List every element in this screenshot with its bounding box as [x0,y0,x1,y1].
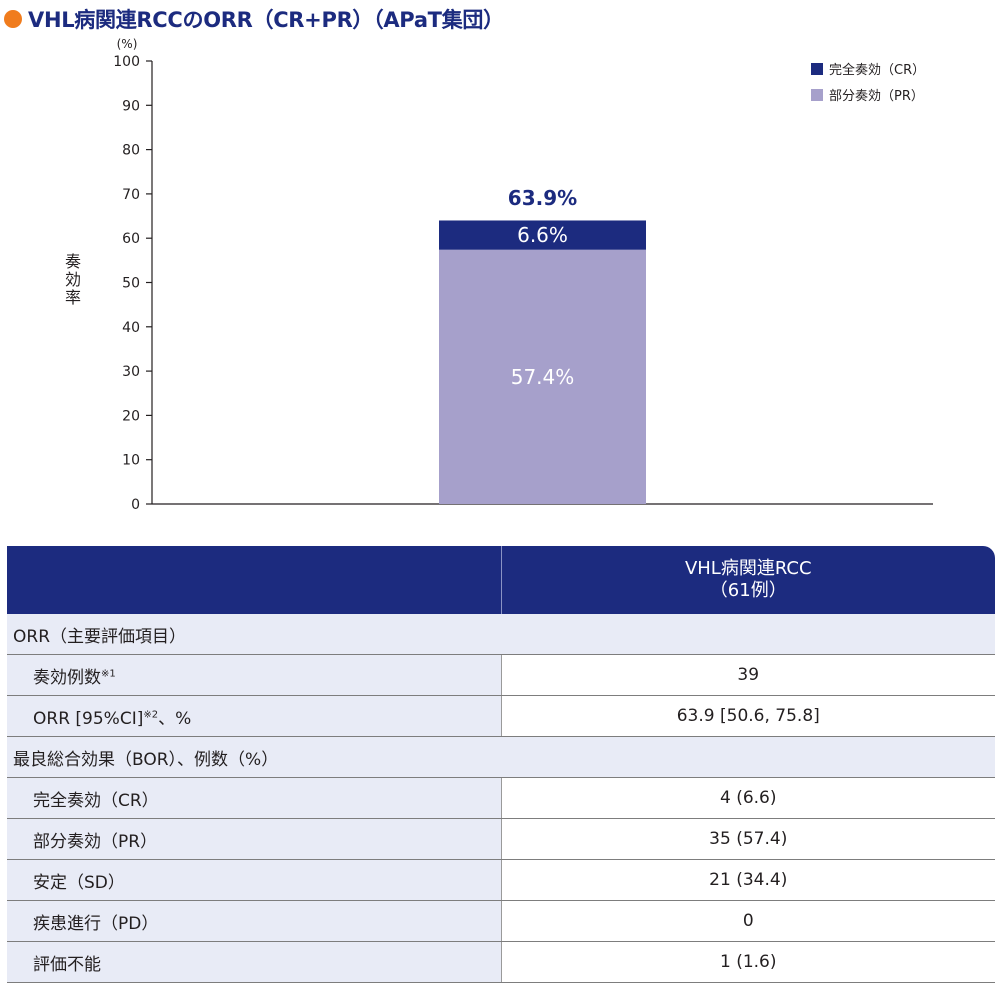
header-line2: （61例） [709,580,787,601]
row-value-responders: 39 [501,654,995,696]
table-row: 奏効例数※1 39 [7,654,995,696]
row-label-text: 奏効例数 [33,667,101,688]
y-tick-label: 100 [113,54,140,70]
chart-title-row: VHL病関連RCCのORR（CR+PR）（APaT集団） [4,4,504,34]
section-label-orr: ORR（主要評価項目） [7,614,995,655]
row-label-suffix: 、% [158,708,192,729]
section-label-bor: 最良総合効果（BOR）、例数（%） [7,736,995,778]
row-label-ne: 評価不能 [7,941,502,983]
row-label-orr-ci: ORR [95%CI]※2、% [7,695,502,737]
table-header-row: VHL病関連RCC （61例） [7,546,995,614]
y-axis-title-char: 効 [65,270,81,289]
table-header-empty [7,546,502,614]
header-line1: VHL病関連RCC [684,558,812,579]
row-label-sd: 安定（SD） [7,859,502,901]
legend-swatch [811,63,823,75]
title-bullet-icon [4,10,22,28]
row-value-pr: 35 (57.4) [501,818,995,860]
legend-label: 部分奏効（PR） [829,89,924,104]
results-table-wrap: VHL病関連RCC （61例） ORR（主要評価項目） 奏効例数※1 39 OR… [7,546,995,983]
y-axis-title-char: 率 [65,288,81,307]
table-row: 評価不能 1 (1.6) [7,941,995,983]
y-tick-label: 40 [122,320,140,336]
y-tick-label: 20 [122,408,140,424]
bar-segment [439,220,646,250]
footnote-mark: ※1 [101,667,116,679]
row-value-cr: 4 (6.6) [501,777,995,819]
y-tick-label: 60 [122,231,140,247]
results-table: VHL病関連RCC （61例） ORR（主要評価項目） 奏効例数※1 39 OR… [7,546,995,983]
row-value-orr-ci: 63.9 [50.6, 75.8] [501,695,995,737]
row-value-pd: 0 [501,900,995,942]
row-label-pd: 疾患進行（PD） [7,900,502,942]
row-value-ne: 1 (1.6) [501,941,995,983]
row-value-sd: 21 (34.4) [501,859,995,901]
y-tick-label: 90 [122,98,140,114]
y-tick-label: 0 [131,497,140,513]
footnote-mark: ※2 [143,708,159,720]
y-tick-label: 70 [122,187,140,203]
row-label-pr: 部分奏効（PR） [7,818,502,860]
y-tick-label: 30 [122,364,140,380]
section-row-orr: ORR（主要評価項目） [7,614,995,655]
legend-swatch [811,89,823,101]
y-tick-label: 80 [122,143,140,159]
table-row: 疾患進行（PD） 0 [7,900,995,942]
table-header-group: VHL病関連RCC （61例） [501,546,995,614]
stacked-bar-chart: 0 10 20 30 40 50 60 70 80 90 100 (%) 奏効率 57.4% 6.6% 63… [65,37,933,513]
table-row: ORR [95%CI]※2、% 63.9 [50.6, 75.8] [7,695,995,737]
row-label-cr: 完全奏効（CR） [7,777,502,819]
y-unit-label: (%) [117,37,138,51]
bar-segment [439,249,646,504]
legend-label: 完全奏効（CR） [829,62,925,78]
bar-data-label: 6.6% [517,223,568,247]
row-label-responders: 奏効例数※1 [7,654,502,696]
bar-total-label: 63.9% [508,186,577,210]
table-row: 安定（SD） 21 (34.4) [7,859,995,901]
y-tick-label: 10 [122,453,140,469]
bar-data-label: 57.4% [511,365,575,389]
table-row: 部分奏効（PR） 35 (57.4) [7,818,995,860]
row-label-text: ORR [95%CI] [33,708,144,729]
table-row: 完全奏効（CR） 4 (6.6) [7,777,995,819]
y-axis-title-char: 奏 [65,252,81,271]
chart-title: VHL病関連RCCのORR（CR+PR）（APaT集団） [28,8,504,32]
section-row-bor: 最良総合効果（BOR）、例数（%） [7,736,995,778]
y-tick-label: 50 [122,276,140,292]
